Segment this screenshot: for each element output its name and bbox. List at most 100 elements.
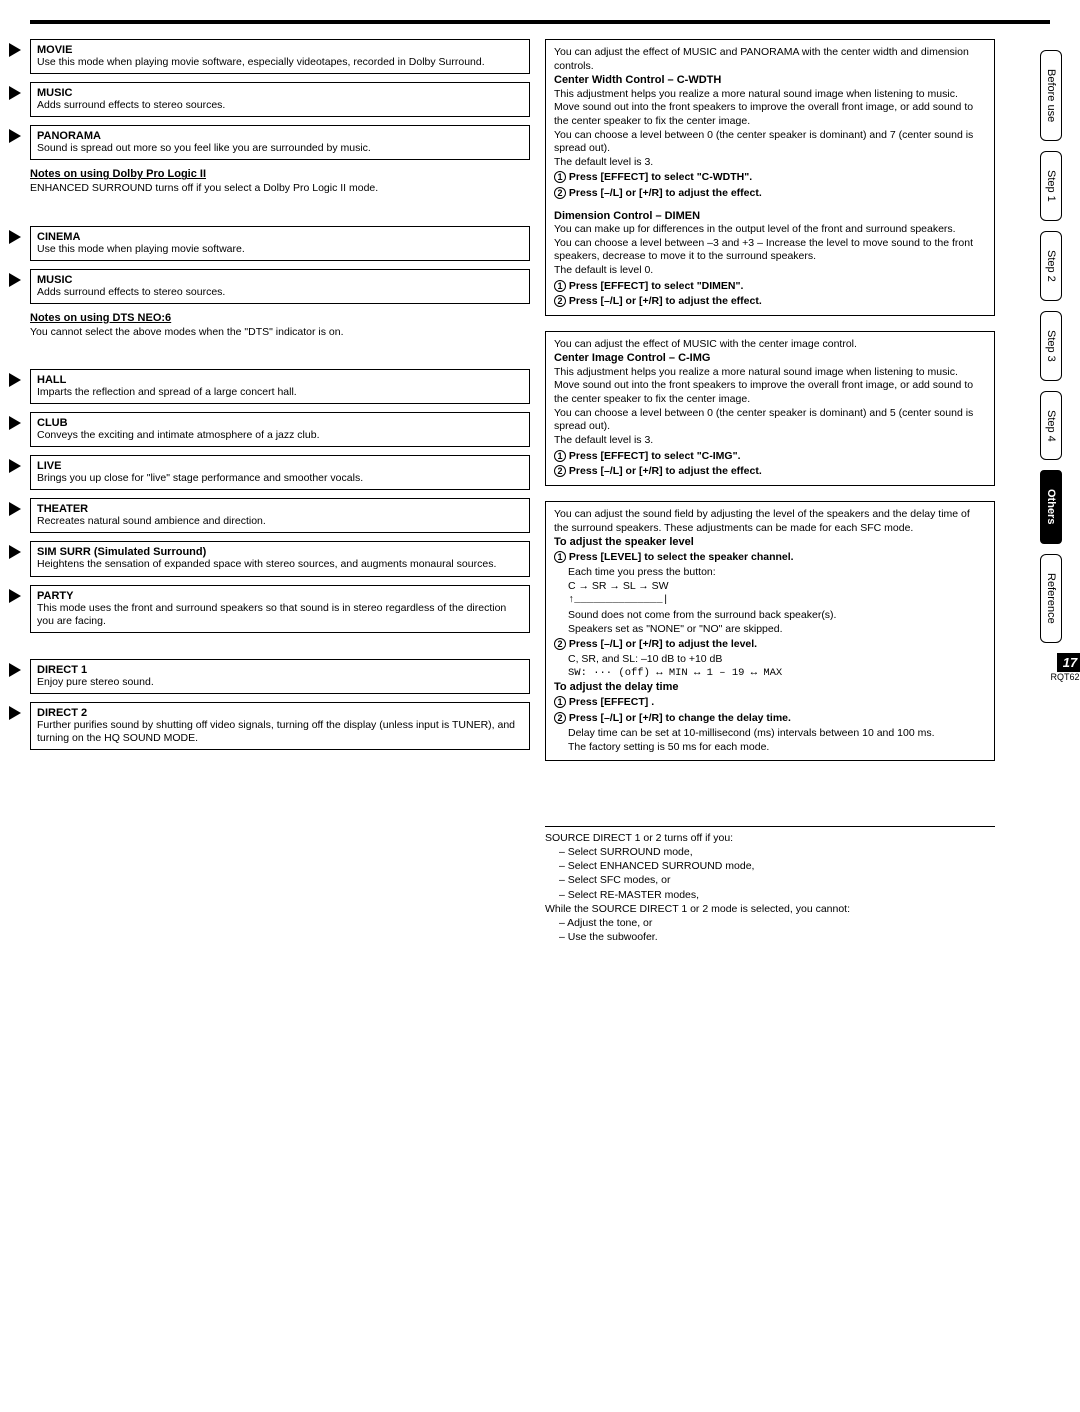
simsurr-text: Heightens the sensation of expanded spac… [37,558,523,571]
movie-text: Use this mode when playing movie softwar… [37,56,523,69]
delay-title: To adjust the delay time [554,680,986,694]
spk-seq: C → SR → SL → SW [568,579,986,593]
arrow-icon [9,129,21,143]
notes-dolby-title: Notes on using Dolby Pro Logic II [30,168,530,180]
s4-item2: – Select ENHANCED SURROUND mode, [559,859,995,873]
direct2-box: DIRECT 2 Further purifies sound by shutt… [30,702,530,750]
dimen-text: You can make up for differences in the o… [554,223,986,278]
notes-dts-text: You cannot select the above modes when t… [30,326,530,339]
cwdth-title: Center Width Control – C-WDTH [554,73,986,87]
music-text-2: Adds surround effects to stereo sources. [37,286,523,299]
live-title: LIVE [37,460,523,472]
footer-code: RQT6250 [1040,672,1080,682]
dimen-title: Dimension Control – DIMEN [554,209,986,223]
spk-step1-sub: Each time you press the button: [568,565,986,579]
music-title-1: MUSIC [37,87,523,99]
arrow-icon [9,230,21,244]
arrow-icon [9,502,21,516]
cimg-text: This adjustment helps you realize a more… [554,366,986,448]
tab-step4: Step 4 [1040,391,1062,461]
s4-line2: While the SOURCE DIRECT 1 or 2 mode is s… [545,902,995,916]
panorama-box: PANORAMA Sound is spread out more so you… [30,125,530,160]
notes-dolby-text: ENHANCED SURROUND turns off if you selec… [30,182,530,195]
cinema-title: CINEMA [37,231,523,243]
spk-loop: ↑______________| [568,593,986,607]
music-box-2: MUSIC Adds surround effects to stereo so… [30,269,530,304]
club-box: CLUB Conveys the exciting and intimate a… [30,412,530,447]
arrow-icon [9,273,21,287]
theater-text: Recreates natural sound ambience and dir… [37,515,523,528]
music-text-1: Adds surround effects to stereo sources. [37,99,523,112]
direct1-title: DIRECT 1 [37,664,523,676]
s4-item6: – Use the subwoofer. [559,930,995,944]
tab-before-use: Before use [1040,50,1062,141]
music-box-1: MUSIC Adds surround effects to stereo so… [30,82,530,117]
tab-others: Others [1040,470,1062,543]
arrow-icon [9,373,21,387]
section2-right-box: You can adjust the effect of MUSIC with … [545,331,995,486]
cwdth-step1: 1 Press [EFFECT] to select "C-WDTH". [554,171,986,185]
cimg-step1: 1 Press [EFFECT] to select "C-IMG". [554,450,986,464]
movie-box: MOVIE Use this mode when playing movie s… [30,39,530,74]
cimg-step2: 2 Press [–/L] or [+/R] to adjust the eff… [554,465,986,479]
spk-title: To adjust the speaker level [554,535,986,549]
arrow-icon [9,43,21,57]
tab-step1: Step 1 [1040,151,1062,221]
hall-text: Imparts the reflection and spread of a l… [37,386,523,399]
club-title: CLUB [37,417,523,429]
s3-intro: You can adjust the sound field by adjust… [554,508,986,535]
s2-intro: You can adjust the effect of MUSIC with … [554,338,986,352]
simsurr-title: SIM SURR (Simulated Surround) [37,546,523,558]
top-rule [30,20,1050,24]
party-title: PARTY [37,590,523,602]
spk-note2: Speakers set as "NONE" or "NO" are skipp… [568,622,986,636]
tab-step2: Step 2 [1040,231,1062,301]
live-text: Brings you up close for "live" stage per… [37,472,523,485]
notes-dts-title: Notes on using DTS NEO:6 [30,312,530,324]
section4-right: SOURCE DIRECT 1 or 2 turns off if you: –… [545,826,995,944]
spk-levels2: SW: ··· (off) ↔ MIN ↔ 1 – 19 ↔ MAX [568,666,986,680]
arrow-icon [9,416,21,430]
arrow-icon [9,86,21,100]
spk-note1: Sound does not come from the surround ba… [568,608,986,622]
party-text: This mode uses the front and surround sp… [37,602,523,628]
s4-line1: SOURCE DIRECT 1 or 2 turns off if you: [545,831,995,845]
page-number: 17 [1057,653,1080,672]
delay-note1: Delay time can be set at 10-millisecond … [568,726,986,740]
s4-item1: – Select SURROUND mode, [559,845,995,859]
cwdth-step2: 2 Press [–/L] or [+/R] to adjust the eff… [554,187,986,201]
tab-step3: Step 3 [1040,311,1062,381]
delay-step2: 2 Press [–/L] or [+/R] to change the del… [554,712,986,726]
live-box: LIVE Brings you up close for "live" stag… [30,455,530,490]
direct2-text: Further purifies sound by shutting off v… [37,719,523,745]
club-text: Conveys the exciting and intimate atmosp… [37,429,523,442]
cimg-title: Center Image Control – C-IMG [554,351,986,365]
theater-box: THEATER Recreates natural sound ambience… [30,498,530,533]
party-box: PARTY This mode uses the front and surro… [30,585,530,633]
arrow-icon [9,663,21,677]
delay-note2: The factory setting is 50 ms for each mo… [568,740,986,754]
left-column: MOVIE Use this mode when playing movie s… [30,39,530,944]
dimen-step2: 2 Press [–/L] or [+/R] to adjust the eff… [554,295,986,309]
hall-title: HALL [37,374,523,386]
side-tabs: Before use Step 1 Step 2 Step 3 Step 4 O… [1040,50,1080,682]
dimen-step1: 1 Press [EFFECT] to select "DIMEN". [554,280,986,294]
s4-item4: – Select RE-MASTER modes, [559,888,995,902]
movie-title: MOVIE [37,44,523,56]
spk-step1: 1 Press [LEVEL] to select the speaker ch… [554,551,986,565]
hall-box: HALL Imparts the reflection and spread o… [30,369,530,404]
direct1-box: DIRECT 1 Enjoy pure stereo sound. [30,659,530,694]
cwdth-text: This adjustment helps you realize a more… [554,88,986,170]
simsurr-box: SIM SURR (Simulated Surround) Heightens … [30,541,530,576]
section3-right-box: You can adjust the sound field by adjust… [545,501,995,761]
cinema-box: CINEMA Use this mode when playing movie … [30,226,530,261]
arrow-icon [9,706,21,720]
spk-levels1: C, SR, and SL: –10 dB to +10 dB [568,652,986,666]
s1-intro: You can adjust the effect of MUSIC and P… [554,46,986,73]
s4-item5: – Adjust the tone, or [559,916,995,930]
delay-step1: 1 Press [EFFECT] . [554,696,986,710]
panorama-title: PANORAMA [37,130,523,142]
s4-item3: – Select SFC modes, or [559,873,995,887]
spk-step2: 2 Press [–/L] or [+/R] to adjust the lev… [554,638,986,652]
tab-reference: Reference [1040,554,1062,643]
